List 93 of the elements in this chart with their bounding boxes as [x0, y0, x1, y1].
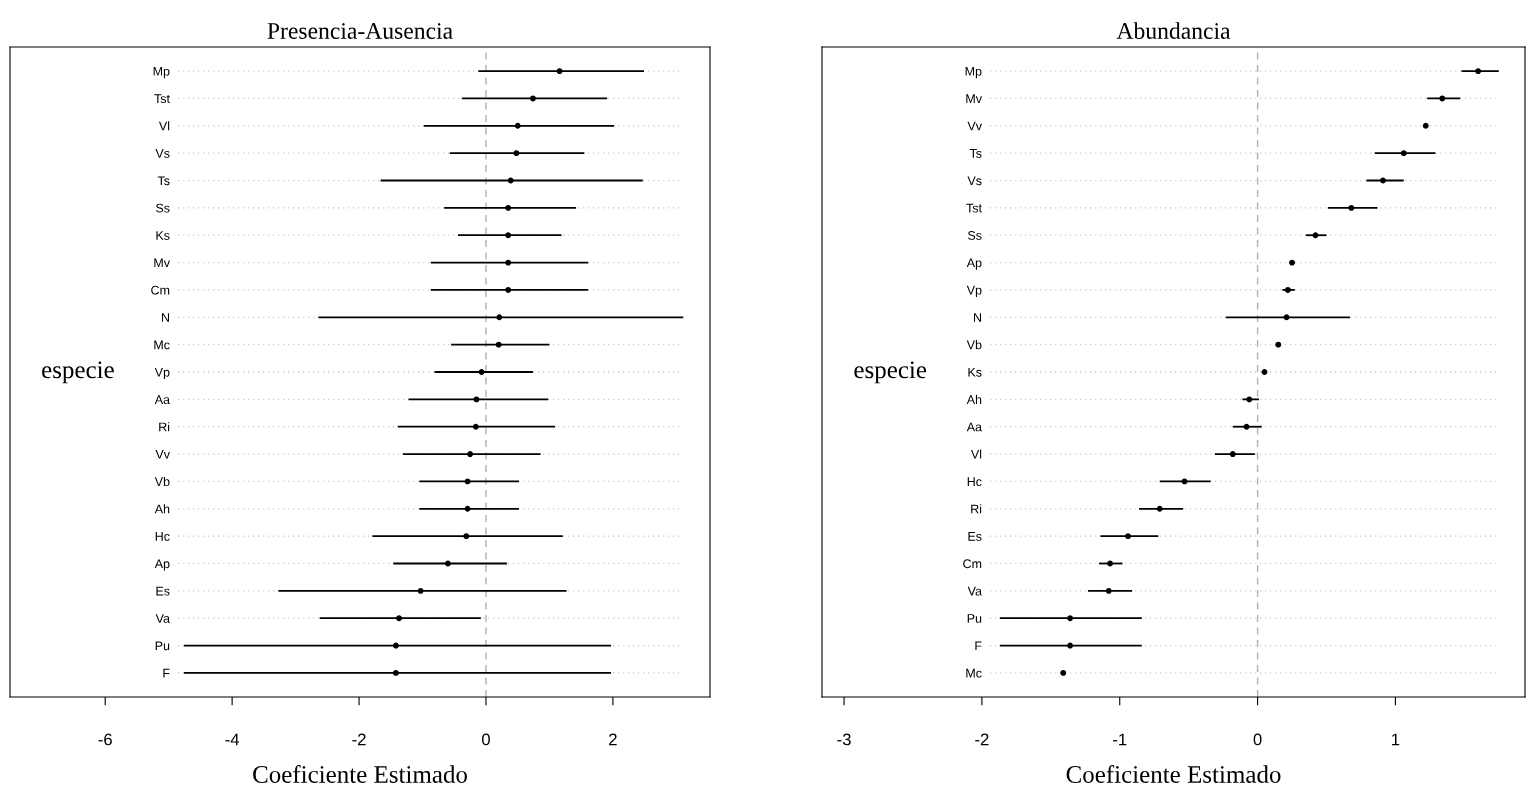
x-axis-title: Coeficiente Estimado: [1066, 765, 1281, 783]
y-tick-label: Vs: [155, 149, 170, 158]
point: [1105, 587, 1112, 594]
y-tick-label: Vp: [154, 367, 170, 380]
point: [1156, 505, 1163, 512]
point: [513, 150, 520, 157]
y-tick-label: Pu: [155, 641, 170, 651]
point: [463, 533, 470, 540]
y-tick-label: Mp: [965, 67, 982, 79]
y-tick-label: Vp: [966, 285, 982, 298]
y-tick-label: Ap: [966, 258, 982, 270]
y-tick-label: Hc: [967, 477, 982, 487]
point: [396, 615, 402, 622]
y-tick-label: Vv: [967, 121, 982, 131]
point: [392, 642, 399, 649]
y-tick-label: Ah: [154, 504, 170, 514]
y-tick-label: Es: [156, 586, 170, 596]
y-tick-label: Aa: [154, 395, 170, 405]
chart-title: Presencia-Ausencia: [267, 23, 453, 39]
y-tick-label: Tst: [966, 203, 982, 213]
x-tick-label: 0: [481, 733, 490, 746]
point: [1284, 286, 1291, 293]
y-tick-label: F: [975, 641, 982, 651]
y-tick-label: Ap: [154, 559, 170, 571]
x-axis-title: Coeficiente Estimado: [253, 765, 467, 783]
point: [1125, 533, 1131, 540]
y-tick-label: Vb: [154, 476, 170, 487]
point: [464, 505, 471, 512]
point: [556, 68, 563, 75]
x-tick-label: 2: [609, 733, 617, 746]
y-tick-label: Vl: [970, 449, 982, 459]
point: [392, 669, 399, 676]
point: [467, 451, 474, 458]
point: [1348, 204, 1355, 211]
point: [505, 204, 512, 211]
point: [514, 122, 521, 129]
y-tick-label: N: [974, 313, 981, 322]
point: [1400, 150, 1407, 157]
y-tick-label: Cm: [963, 559, 982, 569]
point: [1275, 341, 1282, 348]
point: [495, 341, 502, 348]
y-tick-label: Ts: [969, 149, 982, 158]
y-tick-label: Vv: [155, 450, 170, 459]
y-tick-label: Va: [155, 614, 170, 623]
y-axis-title: especie: [42, 361, 114, 384]
x-tick-label: -3: [837, 733, 851, 746]
y-tick-label: Mv: [966, 94, 982, 103]
x-tick-label: -4: [225, 733, 240, 746]
point: [1475, 68, 1482, 75]
point: [1246, 396, 1253, 403]
y-tick-label: Ks: [968, 367, 982, 377]
point: [1312, 232, 1319, 239]
x-tick-label: -1: [1113, 733, 1127, 746]
point: [472, 423, 479, 430]
point: [1060, 669, 1067, 676]
y-tick-label: Cm: [151, 285, 170, 295]
y-tick-label: Ri: [971, 504, 982, 514]
point: [473, 396, 480, 403]
y-tick-label: Ss: [155, 203, 170, 213]
y-tick-label: Mp: [153, 67, 170, 79]
y-tick-label: Ts: [157, 176, 170, 186]
point: [1067, 615, 1074, 622]
x-tick-label: 0: [1253, 733, 1262, 746]
y-tick-label: Mv: [154, 258, 170, 268]
point: [1229, 451, 1236, 458]
point: [496, 314, 503, 321]
y-tick-label: Aa: [966, 422, 982, 432]
x-tick-label: 1: [1392, 733, 1400, 746]
y-tick-label: Vs: [967, 176, 982, 186]
y-tick-label: Hc: [155, 532, 170, 541]
y-tick-label: N: [162, 313, 169, 322]
y-tick-label: Ks: [156, 231, 170, 240]
y-tick-label: Tst: [154, 94, 170, 104]
y-axis-title: especie: [854, 361, 927, 384]
chart-title: Abundancia: [1116, 22, 1231, 39]
y-tick-label: Mc: [154, 340, 170, 350]
y-tick-label: Mc: [966, 668, 982, 678]
x-tick-label: -6: [98, 733, 112, 746]
point: [505, 232, 512, 239]
y-tick-label: Vb: [966, 340, 982, 350]
y-tick-label: Ri: [159, 422, 170, 432]
y-tick-label: Va: [967, 586, 982, 596]
y-tick-label: Ah: [966, 394, 982, 404]
y-tick-label: Vl: [158, 121, 170, 131]
y-tick-label: Ss: [967, 231, 982, 240]
y-tick-label: F: [163, 668, 170, 678]
x-tick-label: -2: [975, 733, 989, 746]
x-tick-label: -2: [352, 733, 366, 746]
point: [417, 587, 424, 594]
point: [1422, 122, 1429, 129]
y-tick-label: Es: [968, 532, 982, 541]
point: [505, 286, 512, 293]
y-tick-label: Pu: [967, 614, 982, 623]
